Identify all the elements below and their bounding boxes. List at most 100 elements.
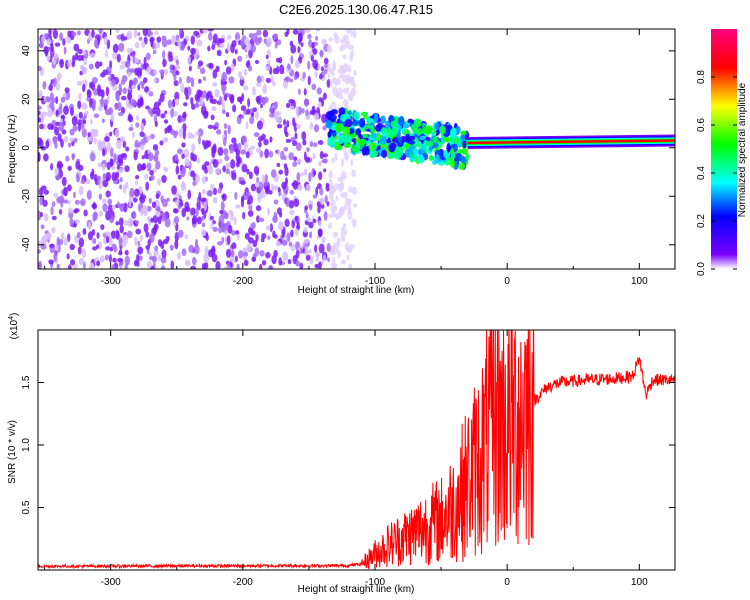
spectrogram-cell bbox=[261, 232, 267, 240]
spectrogram-cell bbox=[258, 141, 262, 148]
spectrogram-cell bbox=[72, 263, 78, 269]
spectrogram-cell bbox=[94, 128, 98, 138]
spectrogram-cell bbox=[154, 211, 161, 218]
spectrogram-cell bbox=[305, 115, 311, 120]
spectrogram-cell bbox=[465, 153, 470, 159]
spectrogram-cell bbox=[324, 194, 328, 204]
spectrogram-cell bbox=[153, 153, 159, 162]
spectrogram-cell bbox=[295, 142, 302, 152]
spectrogram-cell bbox=[231, 242, 237, 250]
spectrogram-cell bbox=[309, 231, 313, 239]
spectrogram-cell bbox=[319, 187, 324, 196]
snr-xtick-label: -200 bbox=[233, 577, 253, 588]
spectrogram-cell bbox=[439, 160, 445, 166]
spectrogram-cell bbox=[344, 155, 349, 161]
spectrogram-cell bbox=[408, 135, 416, 141]
spectrogram-cell bbox=[78, 111, 83, 119]
spectrogram-cell bbox=[240, 149, 247, 155]
spectrogram-cell bbox=[86, 90, 92, 98]
spectrogram-cell bbox=[38, 65, 42, 72]
spectrogram-cell bbox=[352, 83, 357, 89]
spectrogram-cell bbox=[112, 43, 119, 54]
spectrogram-cell bbox=[135, 228, 142, 235]
spectrogram-cell bbox=[192, 180, 197, 186]
spectrogram-cell bbox=[221, 96, 225, 107]
spectrogram-cell bbox=[63, 186, 68, 197]
spectrogram-cell bbox=[202, 76, 206, 81]
spectrogram-cell bbox=[137, 240, 141, 247]
spectrogram-cell bbox=[119, 184, 123, 190]
spectrogram-cell bbox=[81, 54, 85, 61]
spectrogram-cell bbox=[159, 69, 165, 74]
spectrogram-cell bbox=[247, 209, 254, 217]
spectrogram-cell bbox=[117, 201, 120, 208]
spectrogram-cell bbox=[305, 254, 311, 261]
spectrogram-cell bbox=[160, 256, 167, 264]
spectrogram-cell bbox=[290, 55, 294, 65]
spectrogram-cell bbox=[307, 33, 312, 40]
spectrogram-cell bbox=[330, 245, 337, 256]
spectrogram-cell bbox=[145, 231, 150, 238]
spectrogram-cell bbox=[139, 234, 143, 242]
spectrogram-cell bbox=[104, 136, 110, 142]
spectrogram-cell bbox=[190, 134, 196, 139]
spectrogram-cell bbox=[212, 159, 219, 168]
spectrogram-cell bbox=[338, 94, 344, 100]
spectrogram-cell bbox=[211, 98, 217, 105]
spectrogram-cell bbox=[298, 32, 303, 38]
spectrogram-cell bbox=[317, 183, 322, 190]
spectrogram-cell bbox=[194, 174, 201, 183]
spectrogram-cell bbox=[136, 253, 140, 263]
spectrogram-cell bbox=[335, 212, 339, 221]
spectrogram-cell bbox=[226, 42, 232, 52]
spectrogram-cell bbox=[361, 111, 369, 117]
spectrogram-cell bbox=[284, 218, 290, 228]
spectrogram-cell bbox=[97, 175, 101, 186]
spectrogram-cell bbox=[257, 136, 264, 142]
spectrogram-cell bbox=[338, 144, 343, 151]
spectrogram-cell bbox=[65, 155, 70, 162]
spectrogram-cell bbox=[311, 83, 317, 91]
spectrogram-cell bbox=[456, 149, 463, 155]
spectrogram-cell bbox=[67, 59, 73, 68]
spectrogram-cell bbox=[193, 30, 200, 37]
spectrogram-cell bbox=[147, 107, 153, 114]
spectrogram-cell bbox=[294, 132, 298, 140]
spectrogram-cell bbox=[172, 208, 177, 214]
spectrogram-cell bbox=[93, 113, 100, 119]
spectrogram-cell bbox=[288, 152, 295, 161]
spectrogram-cell bbox=[115, 29, 120, 34]
spectrogram-cell bbox=[76, 231, 81, 239]
spectrogram-cell bbox=[260, 190, 266, 199]
spectrogram-cell bbox=[412, 127, 420, 134]
spectrogram-cell bbox=[312, 153, 316, 160]
spectrogram-cell bbox=[220, 221, 225, 228]
spectrogram-cell bbox=[78, 92, 82, 102]
spectrogram-cell bbox=[276, 65, 280, 75]
spectrogram-cell bbox=[89, 81, 94, 89]
spectrogram-cell bbox=[150, 174, 155, 181]
spectrogram-cell bbox=[212, 33, 218, 44]
spectrogram-cell bbox=[318, 220, 322, 228]
snr-ticks: -300 -200 -100 0 100 0.5 1.0 1.5 bbox=[21, 330, 675, 588]
spectrogram-cell bbox=[308, 38, 313, 48]
spectrogram-cell bbox=[45, 96, 50, 103]
spectrogram-ylabel: Frequency (Hz) bbox=[7, 115, 18, 184]
spectrogram-ytick-label: -40 bbox=[21, 237, 32, 252]
spectrogram-cell bbox=[332, 231, 339, 238]
spectrogram-cell bbox=[111, 243, 117, 250]
spectrogram-cell bbox=[350, 158, 354, 166]
spectrogram-cell bbox=[267, 235, 271, 240]
spectrogram-cell bbox=[205, 233, 209, 242]
spectrogram-cell bbox=[338, 74, 345, 79]
spectrogram-cell bbox=[106, 39, 111, 50]
spectrogram-cell bbox=[297, 158, 302, 164]
spectrogram-cell bbox=[102, 179, 109, 188]
spectrogram-cell bbox=[251, 112, 255, 118]
spectrogram-cell bbox=[230, 250, 235, 258]
spectrogram-cell bbox=[322, 92, 327, 100]
spectrogram-cell bbox=[91, 29, 95, 38]
spectrogram-cell bbox=[84, 110, 89, 116]
spectrogram-cell bbox=[59, 32, 63, 41]
spectrogram-cell bbox=[207, 124, 214, 129]
